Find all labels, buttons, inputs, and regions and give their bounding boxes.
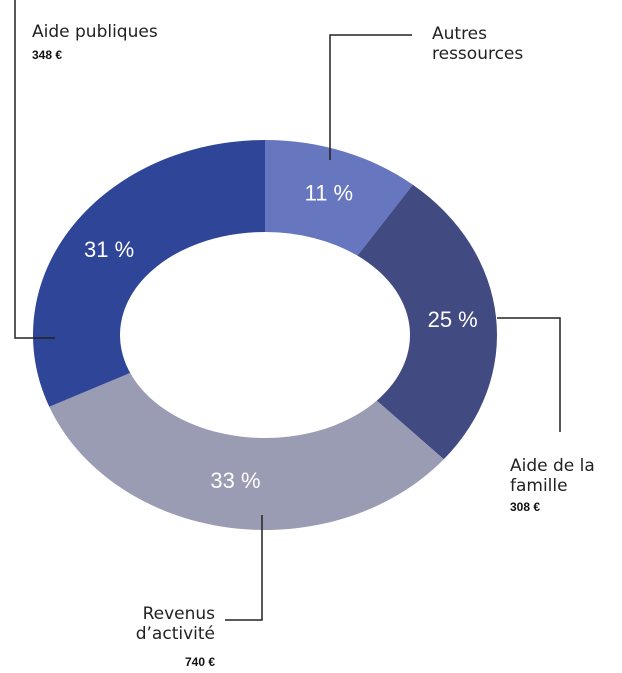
category-label: Aide de la famille xyxy=(510,456,595,496)
category-label: Aide publiques xyxy=(32,22,158,42)
leader-line xyxy=(497,317,561,432)
category-label: Revenus d’activité xyxy=(135,604,215,644)
percent-label: 25 % xyxy=(428,307,478,332)
category-label: Autres ressources xyxy=(432,24,524,64)
leader-line xyxy=(14,0,55,339)
leader-line xyxy=(329,34,412,160)
donut-segment xyxy=(32,140,265,407)
amount-label: 308 € xyxy=(510,500,541,514)
amount-label: 348 € xyxy=(32,48,63,62)
donut-segment xyxy=(49,372,444,530)
leader-line xyxy=(225,515,263,621)
amount-label: 740 € xyxy=(184,655,215,669)
percent-label: 11 % xyxy=(305,181,354,206)
donut-segment xyxy=(357,184,497,460)
percent-label: 31 % xyxy=(84,237,134,262)
percent-label: 33 % xyxy=(210,468,260,493)
donut-segment xyxy=(265,140,413,256)
